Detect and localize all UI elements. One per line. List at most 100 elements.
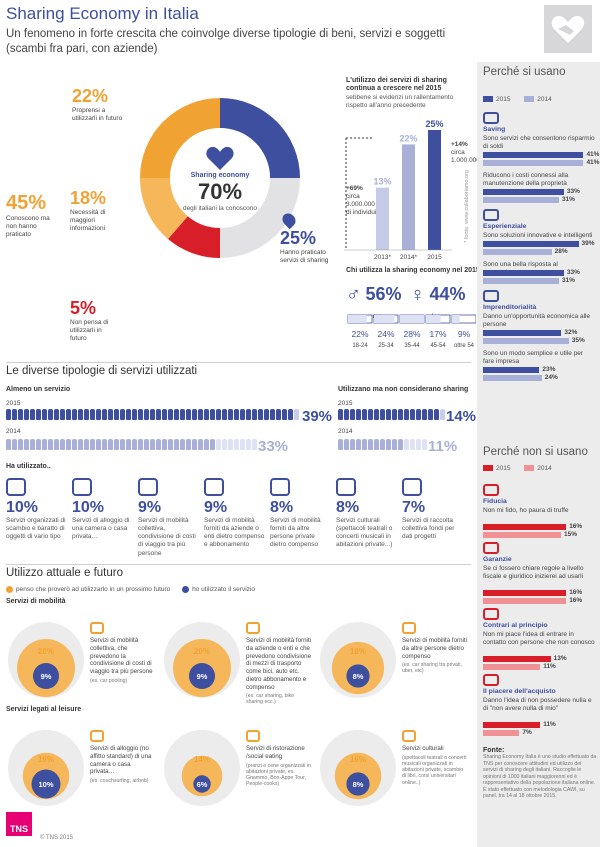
reason-text: Danno un'opportunità economica alle pers… [483,313,591,329]
service-type-item: 10% Servizi organizzati di scambio e bara… [6,478,68,541]
age-value-3: 17% [429,329,446,339]
legend-2015-red-swatch [483,465,493,472]
services-left-2015-pct: 39% [302,408,333,425]
person-icon [362,439,367,450]
future-inner-pct: 9% [197,672,208,681]
person-icon [114,409,119,420]
donut-label-18: 18% Necessità di maggiori informazioni [70,188,107,233]
why-not-legend: 2015 2014 [483,465,552,472]
future-example: (es. couchsurfing, airbnb) [90,778,149,784]
future-outer-pct: 16% [350,755,366,764]
age-label-3: 45-54 [430,343,446,349]
future-circles: 16% 10% [8,730,84,806]
person-icon [368,409,373,420]
bar-2014-value: 35% [571,337,585,344]
future-circles: 14% 6% [164,730,240,806]
donut-segment-future [140,98,220,178]
future-inner-circle [346,664,370,688]
future-text: Servizi culturali (spettacoli teatrali o … [402,730,468,786]
services-left-year-2014: 2014 [6,428,21,435]
person-icon [216,439,221,450]
person-icon [24,439,29,450]
people-row-left-2014 [6,439,257,450]
age-label-2: 35-44 [404,343,420,349]
person-icon [72,409,77,420]
reason-text: Riducono i costi connessi alla manutenzi… [483,172,569,188]
person-icon [288,409,293,420]
service-type-item: 7% Servizi di raccolta collettiva fondi p… [402,478,464,541]
future-inner-circle [193,775,211,793]
reason-text: Danno l'idea di non possedere nulla e di… [483,697,592,713]
person-icon [180,409,185,420]
legend-2014-swatch [524,96,535,103]
person-icon [78,409,83,420]
person-icon [66,439,71,450]
future-icon [402,730,416,742]
future-example: (es. car sharing tra privati, uber, etc) [402,662,462,675]
future-item: 20% 9% Servizi di mobilità collettiva, che… [6,608,156,708]
bar-2014 [483,664,541,670]
reason-text: Sono servizi che consentono risparmio di… [483,135,595,151]
person-icon [72,439,77,450]
trend-bar-value-0: 13% [373,177,391,187]
person-icon [410,439,415,450]
person-icon [392,409,397,420]
reason-text: Sono un modo semplice e utile per fare i… [483,350,584,366]
donut-segment-no-future [168,216,220,259]
person-icon [168,409,173,420]
person-icon [386,409,391,420]
person-icon [422,409,427,420]
future-outer-pct: 14% [194,755,210,764]
service-type-pct: 8% [270,499,294,516]
person-icon [192,439,197,450]
bar-2014 [483,532,561,538]
bar-2015-value: 13% [553,655,567,662]
trend-note-left: +69% circa 3.000.000 di individui [346,185,377,217]
age-label-0: 18-24 [352,343,368,349]
person-icon [198,439,203,450]
reason-head: Garanzie [483,556,512,563]
person-icon [96,439,101,450]
person-icon [186,439,191,450]
age-bar-1 [374,315,395,323]
person-icon [252,409,257,420]
person-icon [240,439,245,450]
trend-bar-chart: 13% 2013* 22% 2014* 25% 2015 [344,119,452,260]
heart-icon [206,146,234,170]
service-type-pct: 10% [6,499,39,516]
person-icon [54,439,59,450]
services-right-year-2014: 2014 [338,428,353,435]
person-icon [48,439,53,450]
future-inner-pct: 8% [353,780,364,789]
service-type-item: 8% Servizi culturali (spettacoli teatrali… [336,478,398,550]
person-icon [338,409,343,420]
reason-head: Saving [483,126,506,133]
service-type-pct: 10% [72,499,105,516]
people-row-left-2015 [6,409,299,420]
reason-head: Il piacere dell'acquisto [483,688,556,695]
future-desc: Servizi di ristorazione /social eating [246,745,305,760]
future-text: Servizi di ristorazione /social eating (p… [246,730,312,787]
leisure-title: Servizi legati al leisure [6,706,82,713]
future-inner-circle [32,662,60,690]
person-icon [344,439,349,450]
service-type-pct: 9% [138,499,162,516]
why-use-legend: 2015 2014 [483,96,552,103]
person-icon [126,409,131,420]
person-icon [138,409,143,420]
person-icon [380,439,385,450]
person-icon [150,439,155,450]
person-icon [36,409,41,420]
person-icon [386,439,391,450]
female-icon: ♀ [410,284,425,306]
trend-header: L'utilizzo dei servizi di sharing contin… [346,77,454,109]
person-icon [440,409,445,420]
awareness-donut-chart [139,98,300,259]
future-icon [90,622,104,634]
bar-2015 [483,524,567,530]
person-icon [264,409,269,420]
bar-2014-value: 31% [561,277,575,284]
future-inner-pct: 6% [197,780,208,789]
person-icon [234,409,239,420]
age-label-1: 25-34 [378,343,394,349]
